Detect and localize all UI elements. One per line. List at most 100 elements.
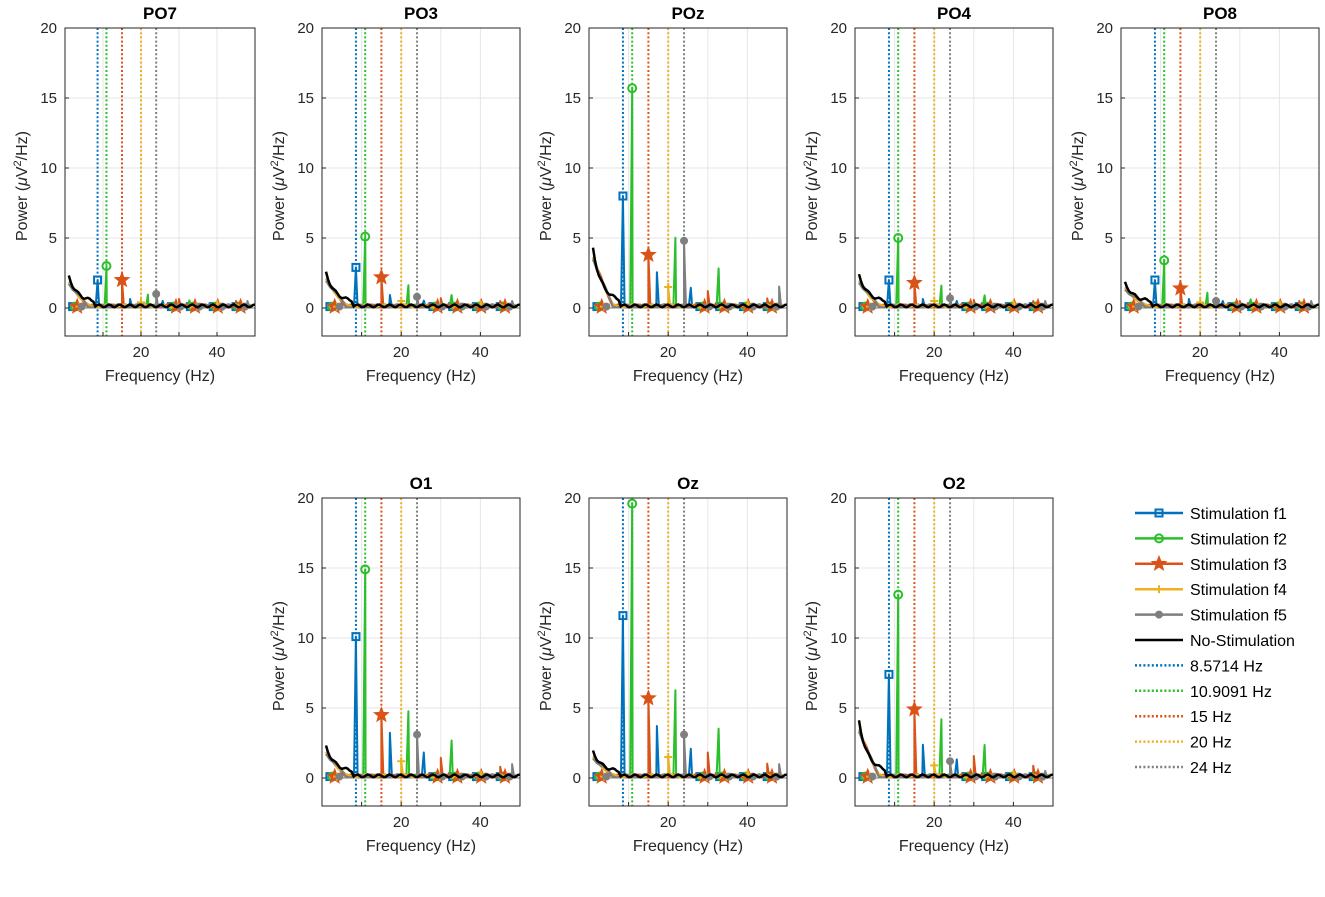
peak-marker-f5 <box>680 236 689 245</box>
y-label-sup: 2 <box>536 630 548 636</box>
plot-area <box>1121 28 1319 336</box>
x-tick-label: 20 <box>133 344 150 361</box>
y-label-prefix: Power ( <box>271 655 288 711</box>
x-tick-label: 20 <box>393 344 410 361</box>
peak-marker-f5 <box>413 292 422 301</box>
x-tick-label: 20 <box>393 814 410 831</box>
x-tick-label: 40 <box>1271 344 1288 361</box>
legend-label: 24 Hz <box>1190 760 1232 777</box>
peak-marker-f1 <box>93 275 103 285</box>
spectra <box>591 83 788 314</box>
spectra <box>591 498 788 784</box>
series-line-none <box>591 750 788 779</box>
axes-box <box>854 497 1054 807</box>
peak-marker-f3 <box>372 706 390 723</box>
y-label-mu: μ <box>271 647 288 657</box>
panel-po3: 20 40 0 5 10 15 20 PO3 Frequency (Hz) Power (μV2/… <box>269 4 521 385</box>
legend-marker <box>1150 554 1168 572</box>
panel-title: O2 <box>943 474 966 493</box>
y-label-unit2: /Hz) <box>804 601 821 630</box>
y-tick-label: 5 <box>839 700 847 717</box>
spectra <box>67 261 256 314</box>
peak-marker-f2 <box>893 589 904 600</box>
peak-marker-f4 <box>397 757 406 766</box>
plot-area <box>589 28 787 336</box>
legend-label: 15 Hz <box>1190 709 1232 726</box>
peak-marker-f4 <box>664 753 673 761</box>
y-tick-label: 0 <box>306 770 314 787</box>
peak-marker-f1 <box>1150 275 1160 285</box>
legend-label: No-Stimulation <box>1190 633 1295 650</box>
y-label-prefix: Power ( <box>804 655 821 711</box>
x-axis-label: Frequency (Hz) <box>1165 368 1275 385</box>
peak-marker-f4 <box>664 283 673 291</box>
series-line-none <box>857 273 1054 309</box>
y-tick-label: 10 <box>830 630 847 647</box>
y-label-sup: 2 <box>1068 160 1080 166</box>
peak-marker-f1 <box>618 611 628 621</box>
y-axis-label: Power (μV2/Hz) <box>269 131 288 241</box>
series-marker-f5 <box>868 302 877 311</box>
y-label-unit: V <box>14 166 31 177</box>
x-axis-label: Frequency (Hz) <box>105 368 215 385</box>
legend-label: Stimulation f5 <box>1190 608 1287 625</box>
panel-title: PO7 <box>143 4 177 23</box>
y-label-unit: V <box>271 636 288 647</box>
spectra <box>324 564 521 784</box>
peak-marker-f3 <box>113 271 131 288</box>
y-tick-label: 0 <box>49 300 57 317</box>
legend-item-f1: Stimulation f1 <box>1135 506 1287 523</box>
y-tick-label: 15 <box>40 90 57 107</box>
y-tick-label: 5 <box>306 230 314 247</box>
x-tick-label: 20 <box>660 344 677 361</box>
y-label-unit2: /Hz) <box>271 601 288 630</box>
peak-marker-f2 <box>893 233 904 243</box>
plot-area <box>322 498 520 806</box>
y-tick-label: 10 <box>297 630 314 647</box>
panel-title: Oz <box>677 474 699 493</box>
y-label-unit2: /Hz) <box>804 131 821 160</box>
y-label-mu: μ <box>1070 177 1087 187</box>
panel-o2: 20 40 0 5 10 15 20 O2 Frequency (Hz) Power (μV2/H… <box>802 474 1054 855</box>
x-tick-label: 20 <box>1192 344 1209 361</box>
legend-item-f3: Stimulation f3 <box>1135 554 1287 574</box>
y-tick-label: 20 <box>830 20 847 37</box>
y-tick-label: 15 <box>830 90 847 107</box>
panel-title: PO8 <box>1203 4 1237 23</box>
legend-label: 10.9091 Hz <box>1190 684 1272 701</box>
panel-title: POz <box>671 4 704 23</box>
y-tick-label: 10 <box>297 160 314 177</box>
y-tick-label: 5 <box>49 230 57 247</box>
x-tick-label: 20 <box>660 814 677 831</box>
y-tick-label: 5 <box>306 700 314 717</box>
x-tick-label: 40 <box>472 344 489 361</box>
peak-marker-f2 <box>101 261 112 271</box>
y-label-unit: V <box>804 166 821 177</box>
y-label-mu: μ <box>538 177 555 187</box>
y-axis-label: Power (μV2/Hz) <box>12 131 31 241</box>
y-tick-label: 15 <box>297 560 314 577</box>
y-tick-label: 20 <box>830 490 847 507</box>
x-axis-label: Frequency (Hz) <box>633 838 743 855</box>
spectra <box>1123 255 1320 314</box>
y-label-mu: μ <box>804 177 821 187</box>
peak-marker-f2 <box>627 498 638 509</box>
y-tick-label: 10 <box>40 160 57 177</box>
y-axis-label: Power (μV2/Hz) <box>536 601 555 711</box>
y-tick-label: 10 <box>564 630 581 647</box>
x-axis-label: Frequency (Hz) <box>366 838 476 855</box>
peak-marker-f2 <box>360 231 371 242</box>
peak-marker-f2 <box>360 564 371 575</box>
series-line-none <box>324 271 521 309</box>
y-tick-label: 0 <box>839 300 847 317</box>
peak-marker-f1 <box>351 262 361 272</box>
peak-marker-f5 <box>152 290 161 298</box>
spectra <box>857 589 1054 784</box>
y-label-unit: V <box>271 166 288 177</box>
panel-title: PO3 <box>404 4 438 23</box>
y-label-prefix: Power ( <box>1070 185 1087 241</box>
y-label-unit2: /Hz) <box>271 131 288 160</box>
panel-o1: 20 40 0 5 10 15 20 O1 Frequency (Hz) Power (μV2/H… <box>269 474 521 855</box>
y-axis-label: Power (μV2/Hz) <box>269 601 288 711</box>
